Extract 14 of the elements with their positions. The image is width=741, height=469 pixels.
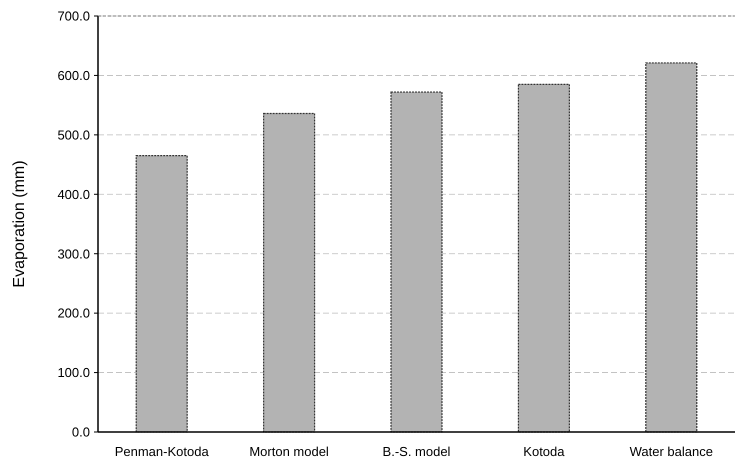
y-tick-label: 600.0 [57,68,90,83]
y-tick-label: 100.0 [57,365,90,380]
y-tick-label: 300.0 [57,246,90,262]
x-tick-label: Kotoda [523,444,566,459]
x-tick-label: B.-S. model [382,444,451,459]
y-axis-title: Evaporation (mm) [11,160,28,288]
x-tick-label: Penman-Kotoda [114,444,210,459]
y-tick-label: 400.0 [57,186,90,202]
y-tick-label: 200.0 [57,306,90,321]
x-tick-label: Morton model [249,444,329,459]
y-tick-label: 0.0 [72,424,90,440]
x-tick-label: Water balance [630,444,713,459]
y-tick-label: 700.0 [57,8,90,24]
y-tick-label: 500.0 [57,127,90,142]
